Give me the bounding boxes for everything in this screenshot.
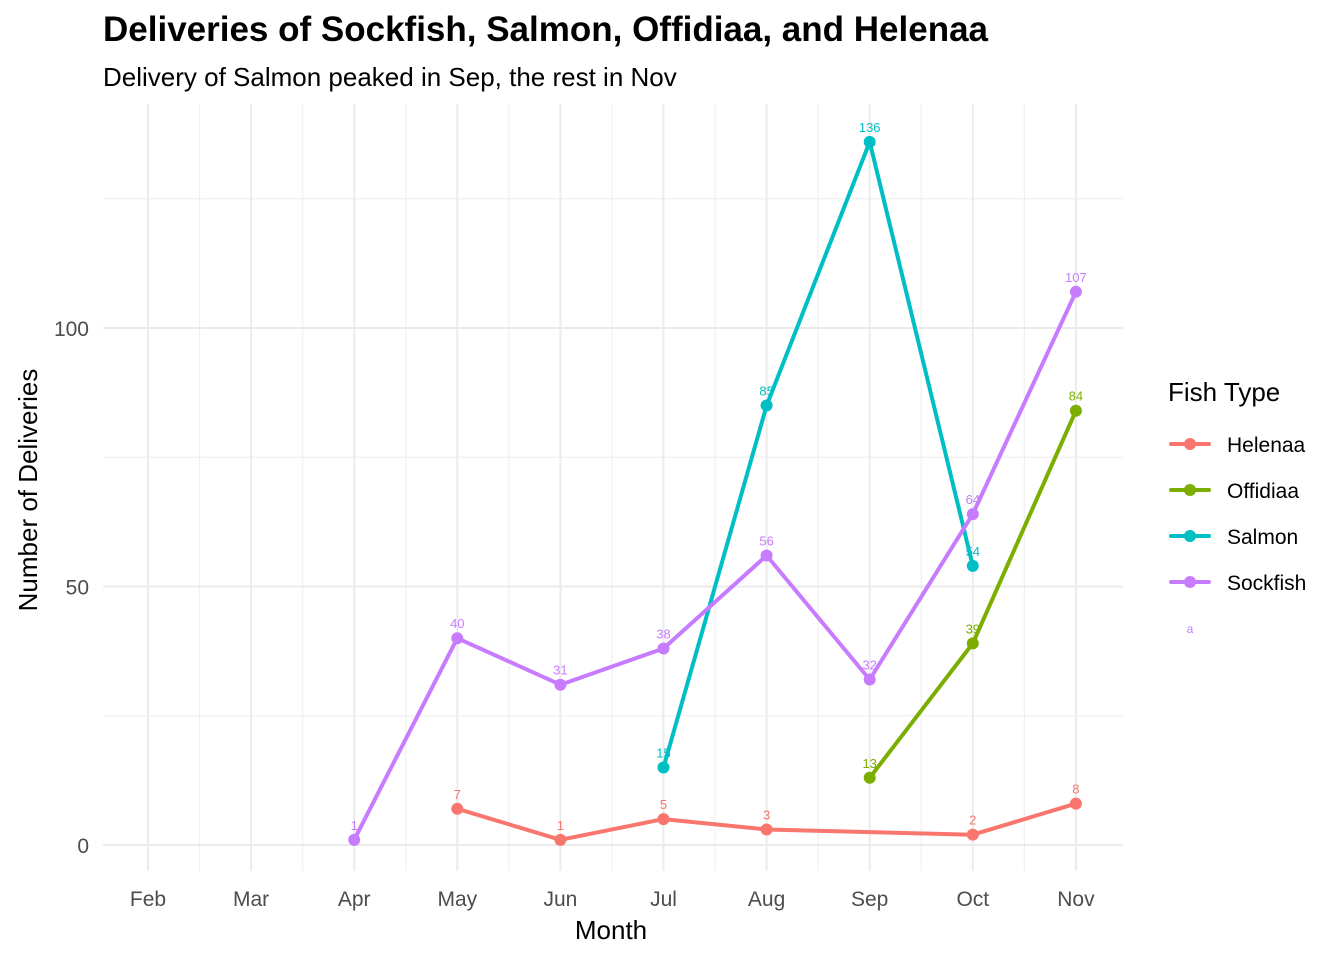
- x-tick-label: Apr: [338, 888, 371, 911]
- legend: Fish Type a Helenaa Offidiaa Salmon Sockfis…: [1168, 377, 1306, 636]
- x-tick-label: Nov: [1057, 888, 1095, 911]
- y-tick-label: 100: [54, 318, 89, 341]
- data-point: [760, 549, 773, 562]
- legend-label: Helenaa: [1227, 434, 1306, 457]
- series-line-salmon: [661, 139, 975, 770]
- data-point: [657, 761, 670, 774]
- legend-key-point: [1184, 530, 1196, 542]
- x-tick-label: Mar: [233, 888, 269, 911]
- data-label: 1: [351, 818, 358, 833]
- legend-title: Fish Type: [1168, 377, 1280, 407]
- data-point: [863, 673, 876, 686]
- data-label: 8: [1072, 782, 1079, 797]
- grid: [103, 104, 1123, 871]
- data-label: 64: [966, 492, 980, 507]
- series-line-sockfish: [352, 289, 1078, 842]
- x-tick-label: Feb: [130, 888, 166, 911]
- data-point: [966, 637, 979, 650]
- data-label: 2: [969, 813, 976, 828]
- data-label: 31: [553, 663, 567, 678]
- chart-title: Deliveries of Sockfish, Salmon, Offidiaa…: [103, 10, 988, 49]
- data-point: [1069, 285, 1082, 298]
- data-point: [863, 135, 876, 148]
- data-point: [451, 632, 464, 645]
- y-tick-label: 0: [77, 835, 89, 858]
- legend-key-point: [1184, 484, 1196, 496]
- data-point: [657, 813, 670, 826]
- data-label: 85: [759, 384, 773, 399]
- data-label: 7: [454, 787, 461, 802]
- data-point: [554, 678, 567, 691]
- x-tick-label: Jun: [543, 888, 577, 911]
- data-label: 107: [1065, 270, 1087, 285]
- x-tick-label: Sep: [851, 888, 888, 911]
- data-point: [966, 559, 979, 572]
- series-line-helenaa: [455, 801, 1078, 842]
- data-label: 3: [763, 807, 770, 822]
- data-point: [1069, 797, 1082, 810]
- data-label: 38: [656, 627, 670, 642]
- data-label: 56: [759, 533, 773, 548]
- data-points: [348, 135, 1082, 846]
- data-point: [348, 833, 361, 846]
- data-label: 1: [557, 818, 564, 833]
- data-label: 5: [660, 797, 667, 812]
- data-point: [863, 771, 876, 784]
- data-point: [760, 823, 773, 836]
- axes: Month Number of Deliveries 0 50 100 Feb Mar A…: [13, 318, 1095, 945]
- x-axis-title: Month: [575, 915, 647, 945]
- data-point: [657, 642, 670, 655]
- data-label: 54: [966, 544, 980, 559]
- data-point: [760, 399, 773, 412]
- data-point: [451, 802, 464, 815]
- data-label: 39: [966, 621, 980, 636]
- data-point: [966, 828, 979, 841]
- legend-label: Sockfish: [1227, 572, 1306, 595]
- data-label: 13: [862, 756, 876, 771]
- data-point: [554, 833, 567, 846]
- data-label: 40: [450, 616, 464, 631]
- y-tick-label: 50: [66, 577, 89, 600]
- legend-label: Salmon: [1227, 526, 1298, 549]
- legend-label: Offidiaa: [1227, 480, 1299, 503]
- legend-key-point: [1184, 438, 1196, 450]
- data-point: [1069, 404, 1082, 417]
- data-point: [966, 508, 979, 521]
- legend-stray-label: a: [1187, 622, 1194, 636]
- chart-subtitle: Delivery of Salmon peaked in Sep, the re…: [103, 62, 677, 92]
- data-label: 136: [859, 120, 881, 135]
- x-tick-label: Aug: [748, 888, 785, 911]
- data-label: 15: [656, 745, 670, 760]
- legend-key-point: [1184, 576, 1196, 588]
- data-label: 32: [862, 658, 876, 673]
- y-axis-title: Number of Deliveries: [13, 369, 43, 612]
- x-tick-label: Jul: [650, 888, 677, 911]
- x-tick-label: Oct: [956, 888, 989, 911]
- data-label: 84: [1069, 389, 1083, 404]
- x-tick-label: May: [437, 888, 477, 911]
